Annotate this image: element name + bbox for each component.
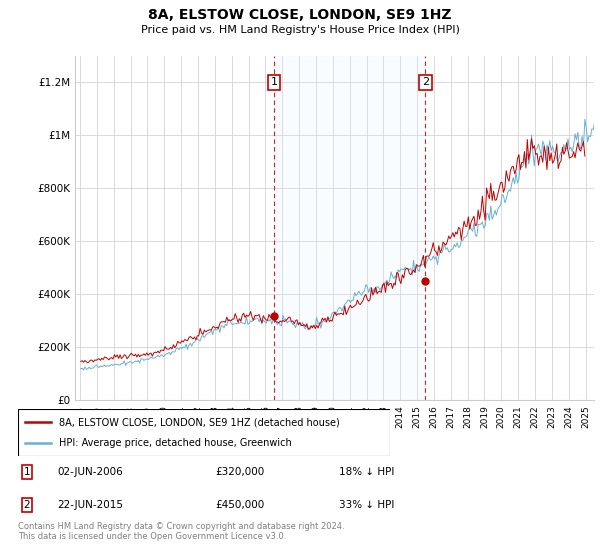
Text: 22-JUN-2015: 22-JUN-2015: [58, 500, 124, 510]
Text: 18% ↓ HPI: 18% ↓ HPI: [340, 467, 395, 477]
Text: 33% ↓ HPI: 33% ↓ HPI: [340, 500, 395, 510]
Text: 02-JUN-2006: 02-JUN-2006: [58, 467, 123, 477]
Text: 1: 1: [23, 467, 30, 477]
Text: 2: 2: [23, 500, 30, 510]
Text: £450,000: £450,000: [215, 500, 265, 510]
Text: 2: 2: [422, 77, 429, 87]
Text: HPI: Average price, detached house, Greenwich: HPI: Average price, detached house, Gree…: [59, 438, 292, 448]
Text: 8A, ELSTOW CLOSE, LONDON, SE9 1HZ: 8A, ELSTOW CLOSE, LONDON, SE9 1HZ: [148, 8, 452, 22]
Text: Contains HM Land Registry data © Crown copyright and database right 2024.
This d: Contains HM Land Registry data © Crown c…: [18, 522, 344, 542]
Text: £320,000: £320,000: [215, 467, 265, 477]
Text: 1: 1: [271, 77, 277, 87]
Text: 8A, ELSTOW CLOSE, LONDON, SE9 1HZ (detached house): 8A, ELSTOW CLOSE, LONDON, SE9 1HZ (detac…: [59, 417, 340, 427]
Text: Price paid vs. HM Land Registry's House Price Index (HPI): Price paid vs. HM Land Registry's House …: [140, 25, 460, 35]
Bar: [274, 56, 425, 400]
